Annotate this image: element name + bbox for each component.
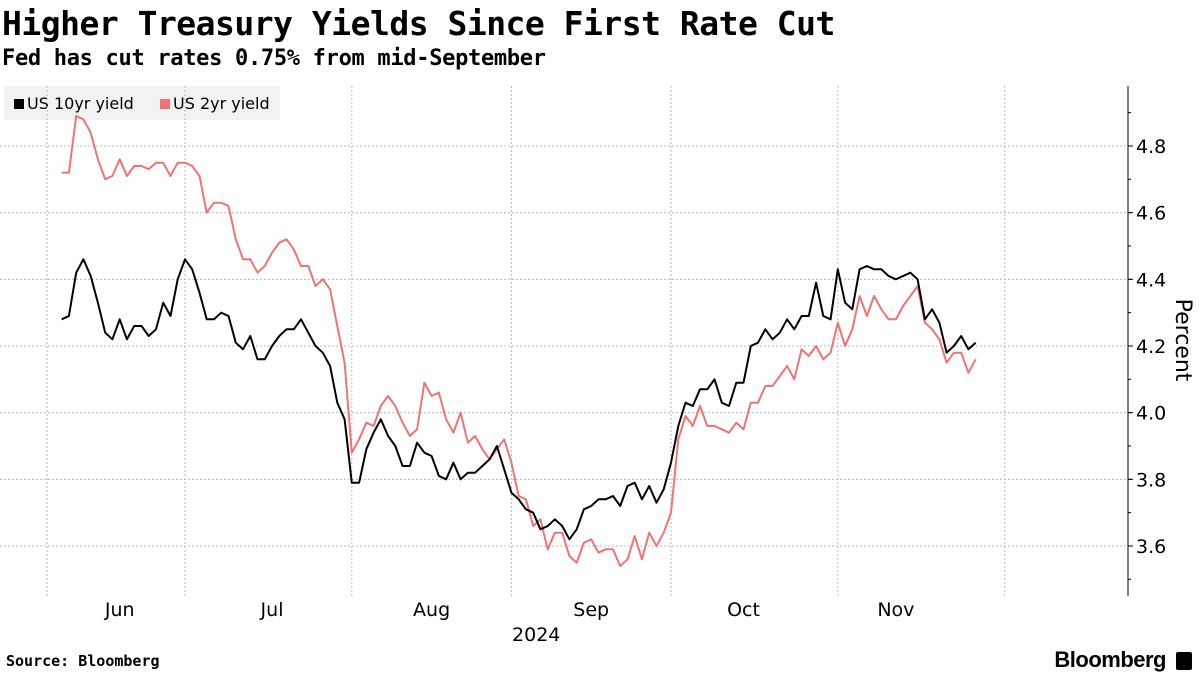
chart-subtitle: Fed has cut rates 0.75% from mid-Septemb… — [2, 46, 546, 71]
x-tick-label: Jul — [260, 599, 284, 621]
legend-swatch-2yr — [160, 99, 170, 109]
y-tick-label: 4.0 — [1136, 403, 1166, 425]
series-line-us-2yr — [61, 115, 977, 567]
x-tick-label: Sep — [573, 599, 609, 621]
x-tick-label: Oct — [727, 599, 760, 621]
y-axis-title: Percent — [1170, 299, 1195, 382]
legend-swatch-10yr — [14, 99, 24, 109]
bloomberg-logo: Bloomberg — [1054, 647, 1166, 672]
axes: 3.6 3.8 4.0 4.2 4.4 4.6 4.8 Jun Jul Aug Sep Oct Nov 2… — [104, 86, 1195, 646]
y-tick-label: 3.6 — [1136, 536, 1166, 558]
y-tick-label: 4.6 — [1136, 203, 1166, 225]
y-tick-label: 4.4 — [1136, 269, 1166, 291]
y-tick-label: 4.2 — [1136, 336, 1166, 358]
x-tick-label: Nov — [877, 599, 914, 621]
series-lines — [61, 115, 977, 567]
legend: US 10yr yield US 2yr yield — [4, 86, 280, 120]
bloomberg-logo-icon — [1176, 652, 1192, 670]
grid — [0, 86, 1128, 596]
series-line-us-10yr — [61, 258, 977, 541]
source-note: Source: Bloomberg — [6, 652, 160, 670]
y-tick-label: 4.8 — [1136, 136, 1166, 158]
y-tick-label: 3.8 — [1136, 469, 1166, 491]
legend-label-2yr: US 2yr yield — [173, 94, 270, 113]
x-tick-label: Aug — [413, 599, 450, 621]
chart-title: Higher Treasury Yields Since First Rate … — [2, 4, 835, 43]
x-tick-label: Jun — [104, 599, 135, 621]
x-axis-year-label: 2024 — [512, 624, 560, 646]
legend-label-10yr: US 10yr yield — [27, 94, 134, 113]
